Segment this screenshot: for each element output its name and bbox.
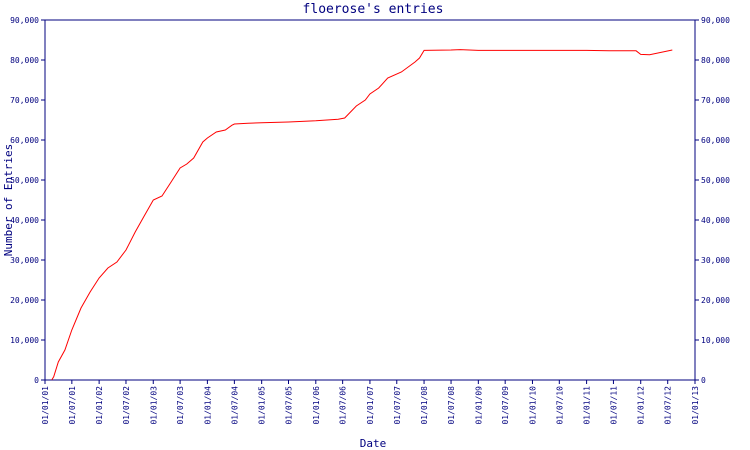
x-tick-label: 01/01/05 (258, 386, 267, 425)
x-tick-label: 01/01/07 (366, 386, 375, 425)
x-tick-label: 01/01/01 (41, 386, 50, 425)
y-tick-label-right: 90,000 (701, 16, 730, 25)
x-tick-label: 01/07/08 (447, 386, 456, 425)
x-tick-label: 01/07/07 (393, 386, 402, 425)
y-tick-label-left: 30,000 (10, 256, 39, 265)
plot-area (44, 19, 696, 381)
y-axis-right: 0 10,000 20,000 30,000 40,000 50,000 60,000 70,… (695, 16, 730, 385)
y-axis-left: 0 10,000 20,000 30,000 40,000 50,000 60,000 70,… (10, 16, 45, 385)
x-axis-label: Date (360, 437, 387, 450)
y-tick-label-left: 0 (34, 376, 39, 385)
y-tick-label-right: 40,000 (701, 216, 730, 225)
y-tick-label-right: 50,000 (701, 176, 730, 185)
x-tick-label: 01/07/11 (609, 386, 618, 425)
y-tick-label-left: 50,000 (10, 176, 39, 185)
y-tick-label-right: 0 (701, 376, 706, 385)
y-tick-label-right: 70,000 (701, 96, 730, 105)
x-tick-label: 01/07/02 (122, 386, 131, 425)
chart-title: floerose's entries (303, 2, 444, 17)
x-tick-label: 01/01/06 (312, 386, 321, 425)
x-tick-label: 01/01/03 (149, 386, 158, 425)
y-tick-label-right: 20,000 (701, 296, 730, 305)
x-tick-label: 01/01/11 (583, 386, 592, 425)
x-tick-label: 01/07/04 (230, 386, 239, 425)
x-tick-label: 01/01/02 (95, 386, 104, 425)
x-tick-label: 01/01/10 (528, 386, 537, 425)
x-axis: 01/01/01 01/07/01 01/01/02 01/07/02 01/01/03… (41, 380, 700, 425)
y-tick-label-left: 20,000 (10, 296, 39, 305)
y-tick-label-right: 80,000 (701, 56, 730, 65)
y-tick-label-left: 90,000 (10, 16, 39, 25)
y-tick-label-right: 30,000 (701, 256, 730, 265)
x-tick-label: 01/07/05 (285, 386, 294, 425)
x-tick-label: 01/01/08 (420, 386, 429, 425)
x-tick-label: 01/07/12 (664, 386, 673, 425)
y-axis-label: Number of Entries (2, 144, 15, 257)
y-tick-label-right: 60,000 (701, 136, 730, 145)
y-tick-label-left: 10,000 (10, 336, 39, 345)
x-tick-label: 01/01/12 (637, 386, 646, 425)
y-tick-label-left: 60,000 (10, 136, 39, 145)
x-tick-label: 01/01/13 (691, 386, 700, 425)
y-tick-label-right: 10,000 (701, 336, 730, 345)
x-tick-label: 01/01/09 (474, 386, 483, 425)
y-tick-label-left: 40,000 (10, 216, 39, 225)
x-tick-label: 01/07/01 (68, 386, 77, 425)
x-tick-label: 01/07/03 (176, 386, 185, 425)
y-tick-label-left: 70,000 (10, 96, 39, 105)
x-tick-label: 01/01/04 (203, 386, 212, 425)
y-tick-label-left: 80,000 (10, 56, 39, 65)
x-tick-label: 01/07/09 (501, 386, 510, 425)
x-tick-label: 01/07/06 (339, 386, 348, 425)
x-tick-label: 01/07/10 (555, 386, 564, 425)
series-line (51, 49, 673, 381)
